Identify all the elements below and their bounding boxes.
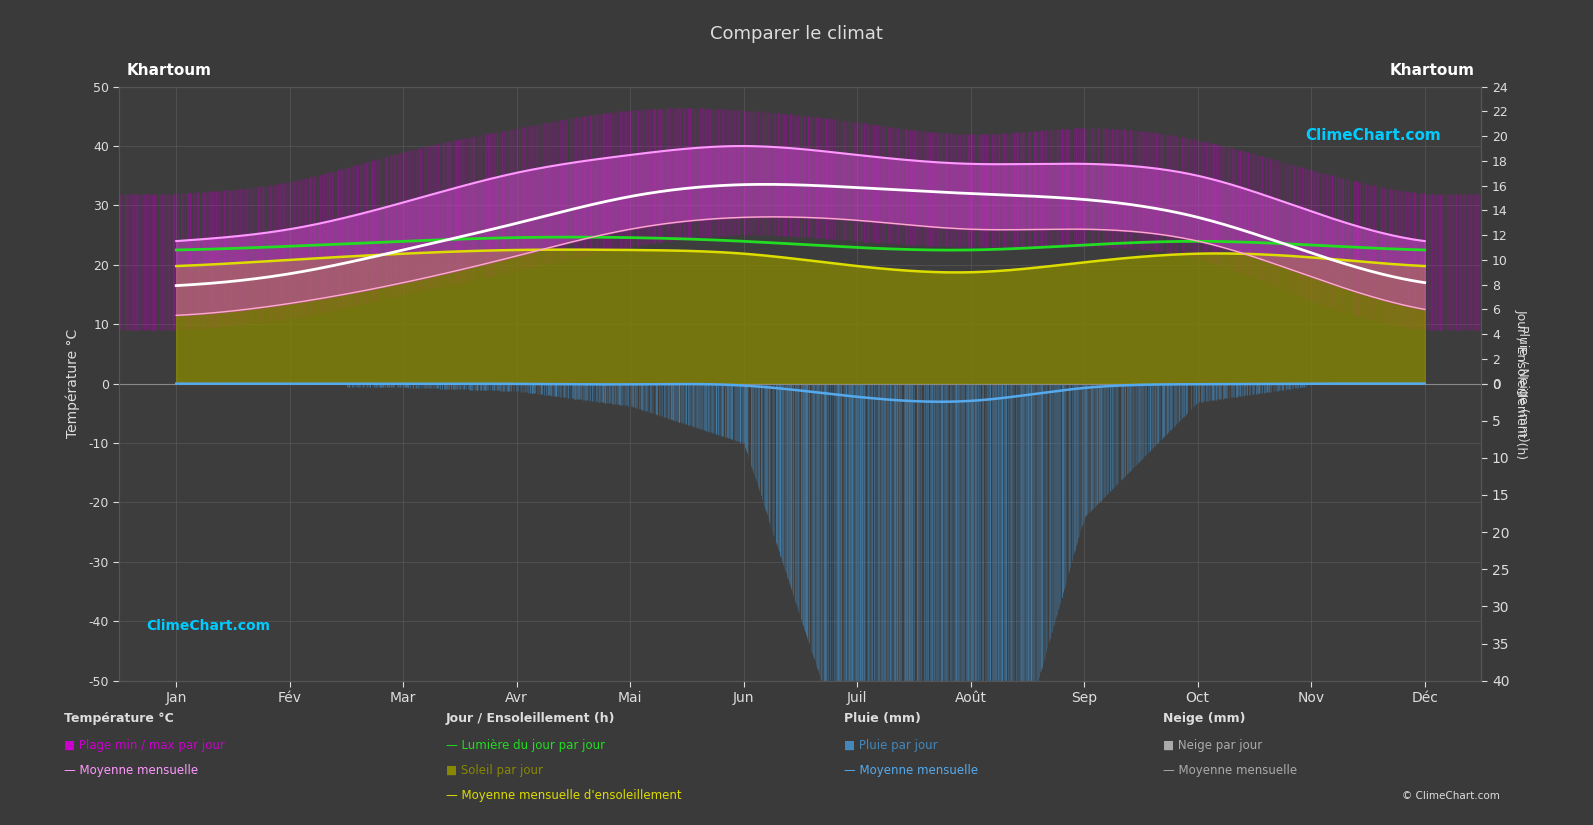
Text: Comparer le climat: Comparer le climat <box>710 25 883 43</box>
Text: Khartoum: Khartoum <box>1389 63 1475 78</box>
Text: Neige (mm): Neige (mm) <box>1163 712 1246 725</box>
Text: — Moyenne mensuelle d'ensoleillement: — Moyenne mensuelle d'ensoleillement <box>446 789 682 802</box>
Text: Khartoum: Khartoum <box>126 63 212 78</box>
Text: ■ Pluie par jour: ■ Pluie par jour <box>844 739 938 752</box>
Y-axis label: Jour / Ensoleillement (h): Jour / Ensoleillement (h) <box>1515 309 1528 459</box>
Text: — Lumière du jour par jour: — Lumière du jour par jour <box>446 739 605 752</box>
Y-axis label: Température °C: Température °C <box>65 329 80 438</box>
Text: ■ Neige par jour: ■ Neige par jour <box>1163 739 1262 752</box>
Text: Pluie (mm): Pluie (mm) <box>844 712 921 725</box>
Text: — Moyenne mensuelle: — Moyenne mensuelle <box>64 764 198 777</box>
Text: ClimeChart.com: ClimeChart.com <box>1305 128 1440 144</box>
Text: ClimeChart.com: ClimeChart.com <box>147 619 271 633</box>
Text: ■ Plage min / max par jour: ■ Plage min / max par jour <box>64 739 225 752</box>
Y-axis label: Pluie / Neige (mm): Pluie / Neige (mm) <box>1517 325 1529 442</box>
Text: — Moyenne mensuelle: — Moyenne mensuelle <box>844 764 978 777</box>
Text: © ClimeChart.com: © ClimeChart.com <box>1402 790 1499 800</box>
Text: Jour / Ensoleillement (h): Jour / Ensoleillement (h) <box>446 712 615 725</box>
Text: Température °C: Température °C <box>64 712 174 725</box>
Text: ■ Soleil par jour: ■ Soleil par jour <box>446 764 543 777</box>
Text: — Moyenne mensuelle: — Moyenne mensuelle <box>1163 764 1297 777</box>
